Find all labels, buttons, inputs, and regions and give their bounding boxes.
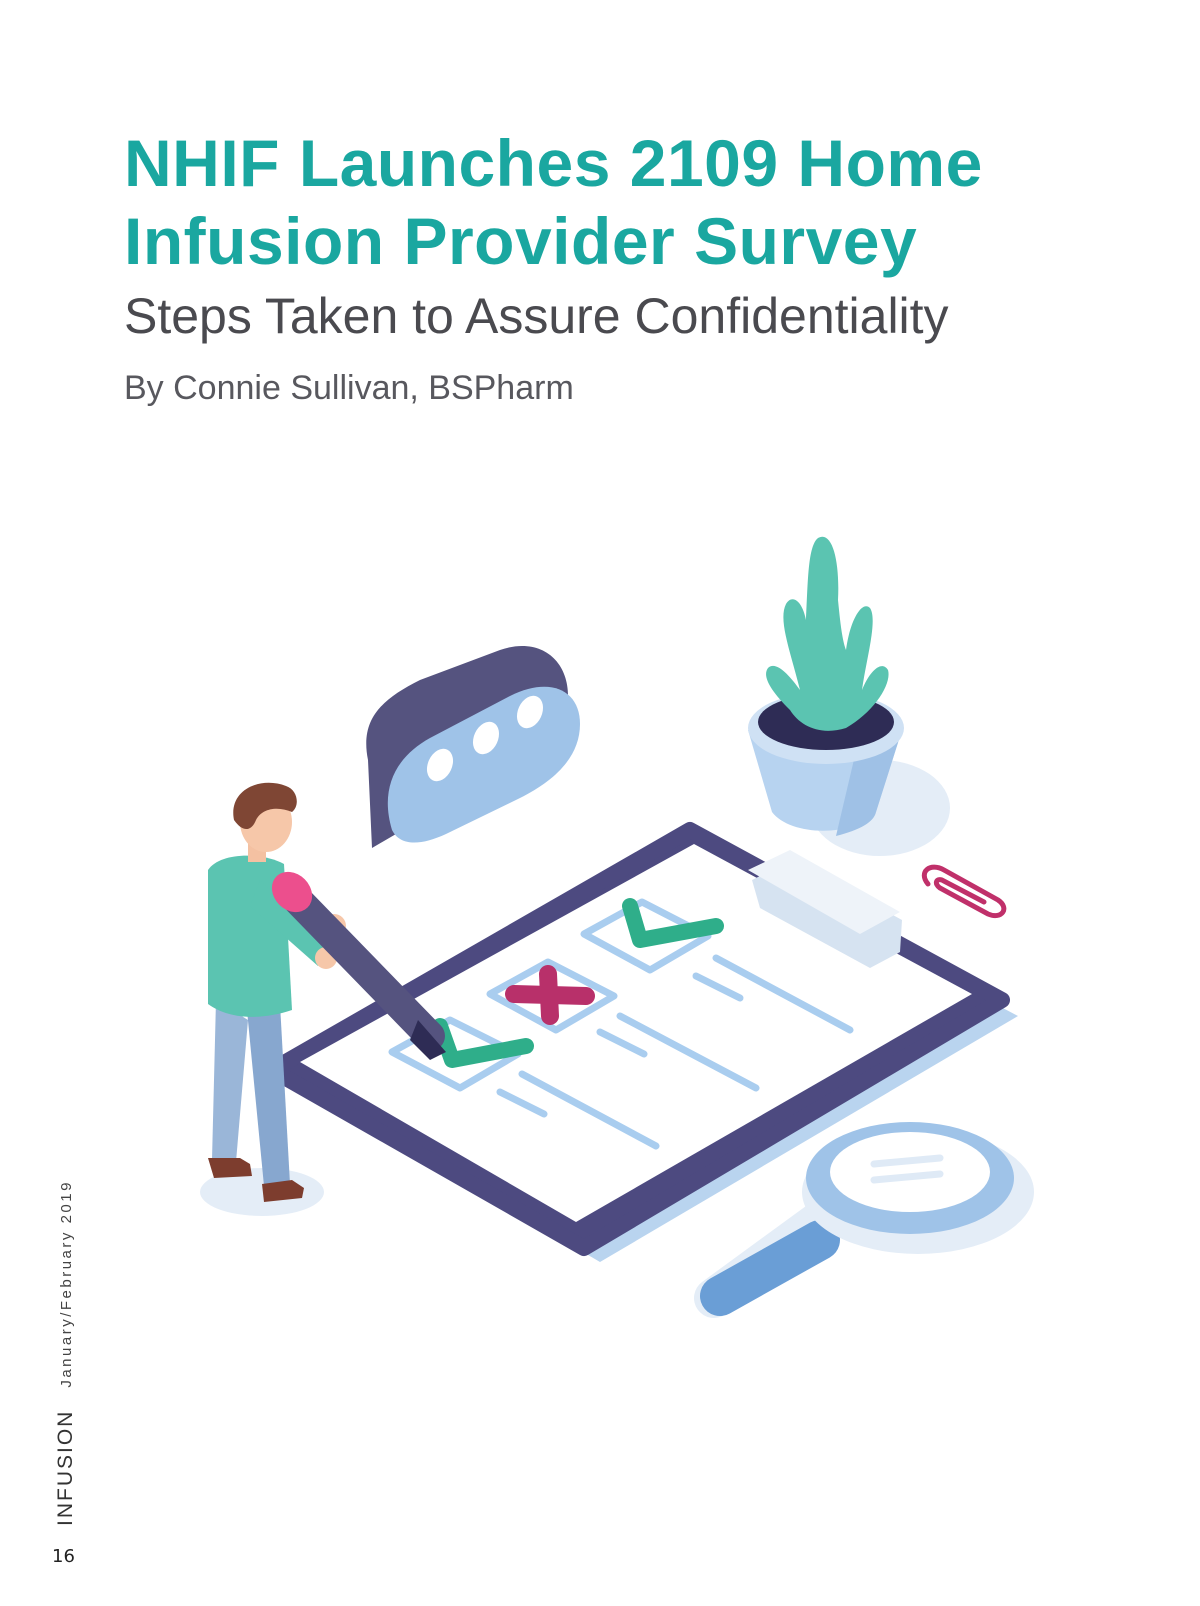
cross-icon (505, 965, 595, 1025)
article-subtitle: Steps Taken to Assure Confidentiality (124, 288, 949, 344)
article-title: NHIF Launches 2109 Home Infusion Provide… (124, 124, 1124, 280)
issue-date: January/February 2019 (57, 1180, 75, 1388)
issue-sidebar: INFUSION January/February 2019 (48, 1166, 84, 1526)
title-line-1: NHIF Launches 2109 Home (124, 126, 983, 200)
page-number: 16 (52, 1546, 75, 1567)
article-byline: By Connie Sullivan, BSPharm (124, 369, 574, 407)
speech-bubble-icon (366, 645, 580, 848)
checkmark-icon (622, 898, 724, 948)
survey-illustration (200, 536, 1034, 1318)
potted-plant-icon (748, 536, 904, 836)
magazine-logo: INFUSION (54, 1409, 77, 1526)
checkbox-row-3 (580, 898, 854, 1034)
paperclip-icon (921, 864, 1007, 918)
magnifying-glass-icon (694, 1122, 1034, 1318)
title-line-2: Infusion Provider Survey (124, 204, 918, 278)
checkbox-row-2 (486, 958, 760, 1092)
person-shadow (200, 1168, 324, 1216)
clipboard-icon (264, 822, 1018, 1262)
person-with-pencil-icon (208, 782, 446, 1202)
